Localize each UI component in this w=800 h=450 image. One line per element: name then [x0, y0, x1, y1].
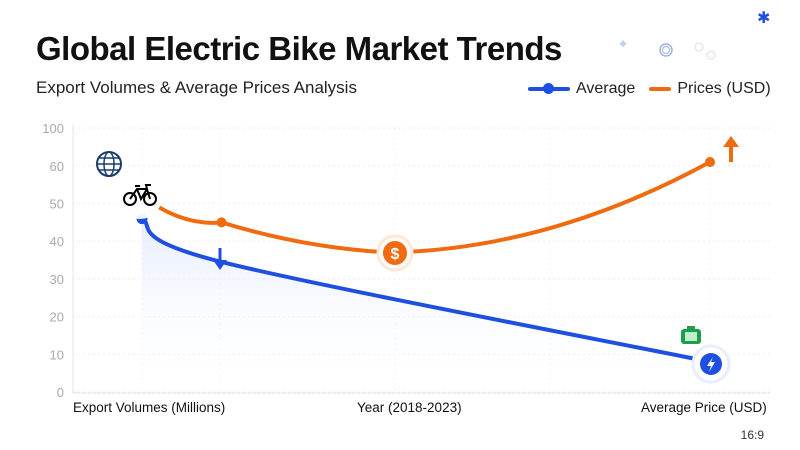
- legend-swatch-prices: [649, 87, 672, 91]
- legend-label-average: Average: [576, 80, 636, 97]
- x-label-center: Year (2018-2023): [357, 400, 462, 415]
- dollar-icon: $: [376, 234, 414, 272]
- svg-text:$: $: [391, 246, 400, 263]
- aspect-ratio-label: 16:9: [740, 428, 764, 442]
- data-point-prices: [216, 217, 227, 228]
- battery-icon: [681, 326, 701, 344]
- y-tick-label: 20: [50, 310, 64, 325]
- decor-circles-icon: [619, 40, 716, 60]
- y-tick-label: 10: [50, 347, 64, 362]
- down-arrow-icon: [213, 248, 227, 270]
- y-tick-label: 50: [50, 197, 64, 212]
- series-line-average: [140, 216, 712, 364]
- up-arrow-icon: [723, 136, 739, 162]
- data-point-prices: [705, 157, 715, 168]
- y-tick-label: 40: [50, 234, 64, 249]
- lightning-icon: [691, 344, 731, 384]
- x-label-left: Export Volumes (Millions): [73, 400, 226, 415]
- x-label-right: Average Price (USD): [641, 400, 767, 415]
- chart-title: Global Electric Bike Market Trends: [36, 30, 562, 67]
- y-tick-label: 100: [42, 121, 64, 136]
- chart-subtitle: Export Volumes & Average Prices Analysis: [36, 78, 357, 97]
- y-tick-label: 30: [50, 272, 64, 287]
- series-line-prices: [140, 160, 712, 255]
- y-tick-label: 0: [57, 385, 64, 400]
- bicycle-icon: [118, 175, 162, 219]
- svg-text:✱: ✱: [757, 8, 770, 27]
- legend: Average Prices (USD): [528, 80, 771, 98]
- area-average: [142, 218, 710, 392]
- globe-icon: [96, 151, 122, 177]
- sparkle-icon: ✱: [757, 8, 770, 27]
- y-tick-label: 60: [50, 159, 64, 174]
- legend-swatch-average: [528, 83, 570, 94]
- legend-label-prices: Prices (USD): [677, 80, 771, 97]
